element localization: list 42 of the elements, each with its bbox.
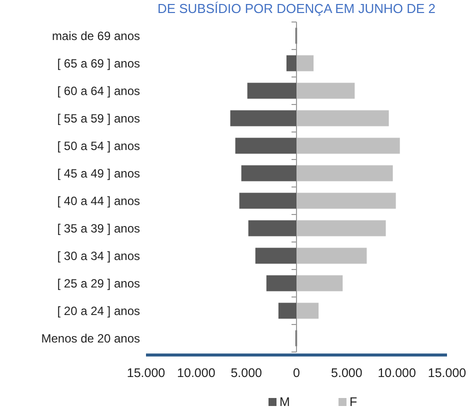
legend-label: F [350,395,358,409]
bar [266,275,296,292]
bar [296,138,400,154]
x-tick-label: 15.000 [428,366,466,380]
y-tick-label: [ 60 a 64 ] anos [57,84,140,98]
bar [255,248,296,264]
y-tick-label: mais de 69 anos [52,28,140,43]
bar [235,138,296,154]
y-tick-label: [ 50 a 54 ] anos [57,138,140,153]
bar [296,110,389,126]
bar [230,110,296,126]
bar [296,275,343,292]
x-tick-label: 15.000 [126,366,166,380]
bar [296,248,367,264]
y-tick-label: [ 25 a 29 ] anos [57,276,140,290]
bar [296,165,393,182]
x-tick-label: 10.000 [177,366,216,380]
y-tick-label: [ 40 a 44 ] anos [57,194,140,208]
x-tick-label: 0 [293,366,300,380]
y-tick-label: [ 35 a 39 ] anos [57,221,140,236]
bar [296,55,314,72]
y-tick-label: [ 20 a 24 ] anos [57,304,140,318]
legend-label: M [280,395,290,409]
bar [248,220,296,236]
bar [296,82,355,99]
x-tick-label: 10.000 [378,366,416,380]
bar [241,165,296,182]
x-tick-label: 5.000 [230,366,262,380]
chart-title: DE SUBSÍDIO POR DOENÇA EM JUNHO DE 2 [157,1,436,16]
bar [296,302,319,319]
y-tick-label: Menos de 20 anos [41,331,140,346]
bar [296,192,396,209]
bar [296,220,386,236]
x-tick-label: 5.000 [331,366,362,380]
y-tick-label: [ 65 a 69 ] anos [57,56,140,70]
bar [286,55,296,72]
y-tick-label: [ 30 a 34 ] anos [57,248,140,263]
bar [239,192,296,209]
y-tick-label: [ 55 a 59 ] anos [57,111,140,126]
bar [247,82,296,99]
y-tick-label: [ 45 a 49 ] anos [57,166,140,180]
bar [278,302,296,319]
